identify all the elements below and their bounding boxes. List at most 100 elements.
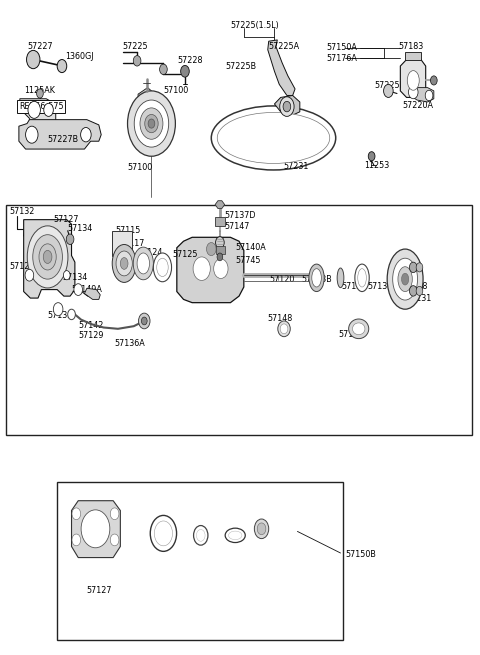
Ellipse shape [27, 226, 68, 288]
Text: 57100: 57100 [128, 163, 153, 172]
Ellipse shape [33, 234, 62, 279]
Circle shape [384, 84, 393, 98]
Text: 57227: 57227 [27, 42, 53, 51]
Ellipse shape [257, 523, 266, 534]
Text: 57134: 57134 [68, 224, 93, 233]
Ellipse shape [407, 71, 419, 90]
Ellipse shape [352, 323, 365, 335]
Circle shape [283, 102, 291, 112]
Ellipse shape [145, 115, 158, 133]
Circle shape [133, 56, 141, 66]
Circle shape [416, 286, 423, 295]
Circle shape [216, 236, 224, 248]
Circle shape [28, 102, 40, 119]
Circle shape [66, 234, 74, 244]
Circle shape [26, 50, 40, 69]
Text: 57147: 57147 [225, 221, 250, 231]
Circle shape [206, 242, 216, 255]
Ellipse shape [312, 269, 322, 287]
Text: 57130B: 57130B [367, 282, 398, 291]
Circle shape [431, 76, 437, 85]
Text: 1360GJ: 1360GJ [65, 52, 94, 61]
Text: 57143B: 57143B [301, 275, 332, 284]
Ellipse shape [81, 510, 110, 548]
Ellipse shape [148, 119, 155, 128]
Text: 57183: 57183 [398, 42, 423, 51]
Circle shape [74, 284, 83, 295]
Ellipse shape [217, 113, 330, 164]
Text: 57745: 57745 [235, 255, 261, 265]
Text: 57149A: 57149A [72, 285, 102, 294]
Text: 57127: 57127 [53, 215, 79, 224]
Ellipse shape [150, 515, 177, 552]
Ellipse shape [402, 273, 408, 285]
Ellipse shape [196, 529, 205, 541]
Ellipse shape [211, 106, 336, 170]
Text: 57225: 57225 [123, 42, 148, 51]
Text: 57134: 57134 [62, 273, 87, 282]
Polygon shape [405, 52, 421, 60]
Text: 57225A: 57225A [269, 42, 300, 51]
Text: 57228: 57228 [178, 56, 204, 66]
Text: 57127: 57127 [86, 586, 111, 595]
Circle shape [44, 103, 53, 117]
Circle shape [110, 534, 119, 546]
Ellipse shape [225, 528, 245, 542]
Circle shape [53, 303, 63, 316]
Text: 57150A: 57150A [326, 43, 357, 52]
Ellipse shape [154, 253, 171, 282]
Ellipse shape [116, 251, 132, 276]
Circle shape [159, 64, 167, 75]
Text: 57122: 57122 [341, 282, 367, 291]
Bar [215, 217, 225, 226]
Circle shape [214, 259, 228, 278]
Text: 57100: 57100 [163, 86, 189, 96]
Polygon shape [84, 288, 100, 299]
Text: 57115: 57115 [116, 225, 141, 234]
Ellipse shape [39, 244, 56, 270]
Text: 57140A: 57140A [235, 243, 266, 252]
Polygon shape [275, 96, 300, 115]
Text: 57227B: 57227B [48, 136, 79, 144]
Text: 57131: 57131 [407, 293, 432, 303]
Circle shape [409, 286, 417, 296]
Text: 57225E: 57225E [374, 81, 405, 90]
Text: 57128: 57128 [403, 282, 428, 291]
Text: 57125: 57125 [172, 250, 198, 259]
Circle shape [25, 269, 34, 281]
Circle shape [110, 508, 119, 519]
Circle shape [217, 253, 223, 261]
Polygon shape [177, 237, 244, 303]
Ellipse shape [43, 250, 52, 263]
Text: 57231: 57231 [283, 162, 309, 170]
Polygon shape [19, 120, 101, 149]
Circle shape [139, 313, 150, 329]
Ellipse shape [137, 253, 150, 274]
Text: 57126: 57126 [9, 261, 35, 271]
Ellipse shape [112, 244, 136, 282]
Circle shape [416, 263, 423, 272]
Bar [57, 481, 343, 640]
Polygon shape [138, 88, 152, 143]
Ellipse shape [393, 258, 418, 300]
Text: 57225B: 57225B [226, 62, 257, 71]
Ellipse shape [157, 258, 168, 276]
Ellipse shape [280, 324, 288, 333]
Ellipse shape [398, 267, 412, 291]
Text: 57176A: 57176A [326, 54, 357, 63]
Text: 57120: 57120 [270, 275, 295, 284]
Circle shape [72, 534, 81, 546]
Ellipse shape [355, 264, 369, 291]
Text: 57137D: 57137D [225, 210, 256, 219]
Text: 57117: 57117 [120, 238, 145, 248]
Circle shape [68, 309, 75, 320]
Circle shape [63, 271, 70, 280]
Circle shape [280, 97, 294, 117]
Circle shape [409, 262, 417, 272]
Text: 57148: 57148 [268, 314, 293, 323]
Text: 57136A: 57136A [115, 339, 145, 348]
Ellipse shape [348, 319, 369, 339]
Text: 57225(1.5L): 57225(1.5L) [230, 21, 279, 30]
Ellipse shape [254, 519, 269, 538]
Text: 57220A: 57220A [403, 101, 434, 110]
